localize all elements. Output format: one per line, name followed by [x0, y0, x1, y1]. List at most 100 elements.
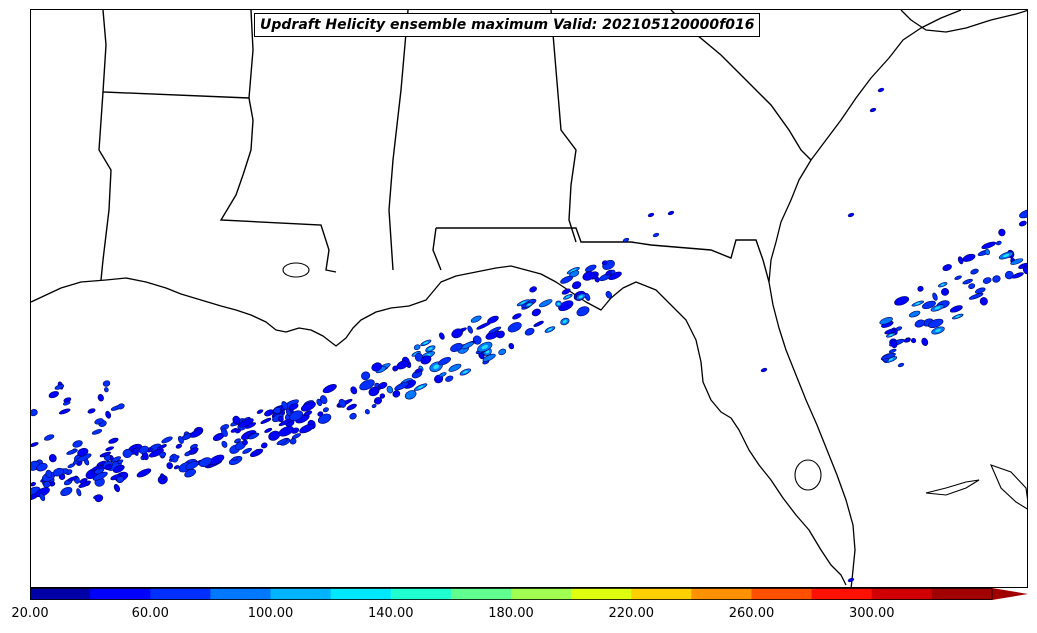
colorbar-tick-label: 180.00	[488, 606, 534, 621]
helicity-cell	[917, 285, 924, 292]
helicity-cell	[97, 465, 104, 470]
state-border-fl-panhandle	[432, 227, 442, 271]
helicity-cell	[438, 357, 452, 366]
helicity-cell	[995, 240, 1002, 246]
helicity-cell	[60, 487, 73, 497]
helicity-cell	[894, 296, 910, 306]
helicity-cell	[877, 87, 885, 93]
helicity-cell	[962, 253, 976, 262]
bahamas-island	[925, 479, 980, 496]
helicity-cell	[31, 442, 39, 447]
helicity-cell	[58, 408, 71, 415]
helicity-cell	[439, 332, 445, 340]
helicity-cell	[470, 315, 482, 323]
gulf-coastline	[31, 265, 847, 586]
helicity-cell	[884, 328, 895, 335]
helicity-cell	[529, 286, 537, 293]
helicity-cell	[1011, 272, 1024, 279]
helicity-cell	[160, 473, 166, 481]
helicity-cell	[264, 427, 273, 433]
helicity-cell	[230, 427, 238, 433]
helicity-cell	[394, 381, 410, 391]
helicity-cell	[67, 476, 78, 482]
helicity-cell	[94, 418, 104, 425]
helicity-cell	[288, 403, 299, 411]
map-panel	[30, 9, 1028, 588]
helicity-cell	[445, 375, 454, 382]
helicity-cell	[560, 275, 573, 284]
helicity-cell	[317, 413, 332, 424]
helicity-cell	[582, 271, 595, 281]
helicity-cell	[228, 456, 243, 466]
helicity-cell	[392, 390, 401, 398]
helicity-cell	[322, 384, 337, 394]
helicity-cell	[359, 379, 375, 391]
helicity-core	[935, 328, 941, 333]
helicity-cell	[289, 438, 297, 445]
helicity-cell	[932, 292, 938, 301]
helicity-cell	[467, 325, 473, 334]
helicity-cell	[138, 445, 149, 454]
helicity-core	[570, 269, 577, 273]
helicity-cell	[975, 287, 986, 294]
helicity-cell	[116, 459, 124, 465]
colorbar-segment	[511, 588, 572, 600]
helicity-cell	[31, 481, 36, 487]
helicity-cell	[533, 320, 544, 327]
helicity-cell	[984, 248, 990, 256]
colorbar-segment	[210, 588, 271, 600]
state-border-ms-al	[388, 10, 409, 271]
helicity-cell	[414, 368, 423, 374]
helicity-cell	[102, 380, 111, 387]
helicity-cell	[584, 292, 591, 301]
colorbar-segment	[390, 588, 452, 600]
helicity-cell	[185, 461, 199, 470]
helicity-cell	[647, 212, 655, 218]
helicity-cell	[278, 425, 294, 437]
helicity-cell	[942, 264, 952, 271]
helicity-cell	[450, 342, 463, 353]
helicity-cell	[54, 384, 65, 390]
helicity-cell	[897, 362, 905, 368]
helicity-cell	[276, 438, 288, 446]
helicity-cell	[379, 393, 386, 399]
helicity-cell	[242, 447, 253, 454]
colorbar-segment	[811, 588, 873, 600]
helicity-cell	[338, 398, 347, 408]
helicity-cell	[512, 313, 522, 320]
helicity-cell	[392, 365, 399, 372]
helicity-cell	[108, 437, 119, 444]
helicity-cell	[277, 415, 284, 423]
helicity-cell	[558, 300, 574, 312]
helicity-core	[462, 370, 468, 374]
helicity-cell	[177, 436, 184, 444]
helicity-cell	[105, 446, 115, 452]
helicity-cell	[148, 448, 164, 458]
helicity-cell	[498, 348, 507, 356]
helicity-cell	[43, 434, 55, 441]
helicity-cell	[66, 449, 78, 455]
helicity-cell	[76, 488, 82, 497]
helicity-core	[888, 334, 893, 337]
helicity-cell	[962, 278, 973, 285]
helicity-cell	[256, 409, 264, 414]
helicity-cell	[979, 297, 988, 306]
helicity-cell	[488, 326, 502, 334]
helicity-cell	[879, 317, 893, 325]
helicity-cell	[188, 447, 199, 454]
updraft-helicity-streaks	[31, 87, 1027, 583]
helicity-cell	[970, 268, 979, 275]
helicity-cell	[43, 480, 51, 488]
helicity-cell	[361, 371, 371, 381]
helicity-cell	[903, 338, 911, 343]
helicity-cell	[941, 287, 950, 296]
helicity-cell	[346, 403, 357, 411]
helicity-core	[520, 301, 526, 305]
helicity-cell	[48, 391, 59, 399]
colorbar-segment	[330, 588, 392, 600]
helicity-cell	[232, 415, 241, 425]
helicity-cell	[1022, 266, 1027, 275]
helicity-cell	[36, 462, 48, 472]
helicity-cell	[922, 300, 936, 310]
colorbar-segment	[931, 588, 993, 600]
